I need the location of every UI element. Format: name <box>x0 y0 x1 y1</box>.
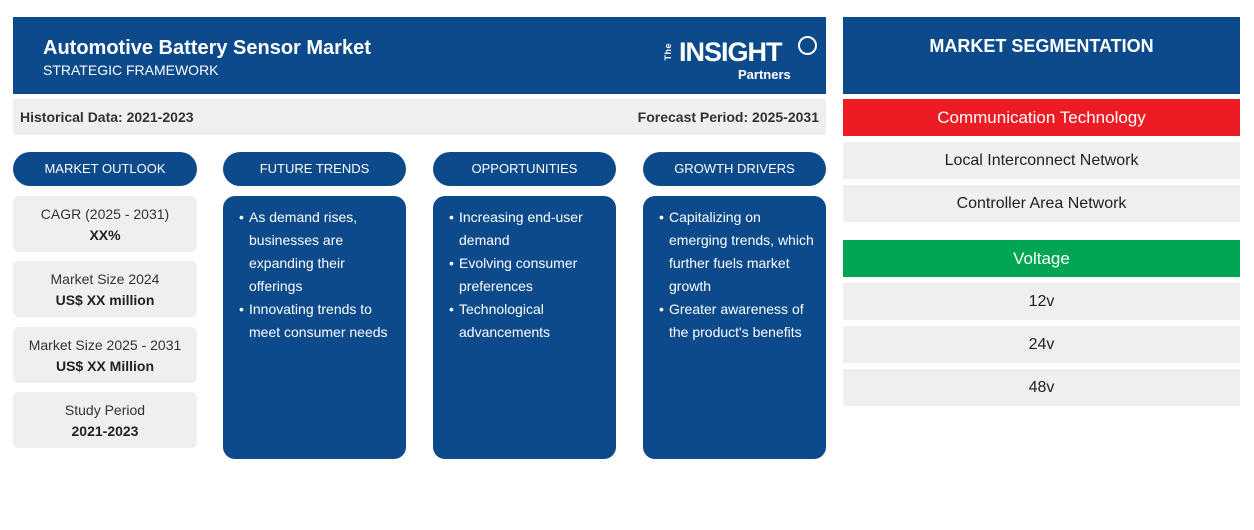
list-item: Increasing end-user demand <box>449 206 606 252</box>
list-item: Technological advancements <box>449 298 606 344</box>
stat-label: CAGR (2025 - 2031) <box>40 206 170 222</box>
outlook-market-size-2024: Market Size 2024 US$ XX million <box>13 261 197 317</box>
stat-label: Market Size 2024 <box>50 271 160 287</box>
report-title: Automotive Battery Sensor Market <box>43 37 371 59</box>
outlook-study-period: Study Period 2021-2023 <box>13 392 197 448</box>
segment-item: Controller Area Network <box>843 185 1240 222</box>
logo-insight: INSIGHT <box>679 37 783 67</box>
future-trends-pill: FUTURE TRENDS <box>223 152 406 186</box>
stat-value: 2021-2023 <box>71 423 139 439</box>
stat-value: US$ XX Million <box>55 358 154 374</box>
stat-value: US$ XX million <box>55 292 155 308</box>
growth-drivers-card: Capitalizing on emerging trends, which f… <box>643 196 826 459</box>
growth-drivers-pill: GROWTH DRIVERS <box>643 152 826 186</box>
logo-partners: Partners <box>738 67 791 82</box>
outlook-market-size-forecast: Market Size 2025 - 2031 US$ XX Million <box>13 327 197 383</box>
insight-partners-logo: The INSIGHT Partners <box>663 33 817 83</box>
segment-item: 24v <box>843 326 1240 363</box>
segment-item: Local Interconnect Network <box>843 142 1240 179</box>
opportunities-card: Increasing end-user demand Evolving cons… <box>433 196 616 459</box>
list-item: Greater awareness of the product's benef… <box>659 298 816 344</box>
future-trends-card: As demand rises, businesses are expandin… <box>223 196 406 459</box>
historical-period: Historical Data: 2021-2023 <box>20 109 194 125</box>
list-item: Capitalizing on emerging trends, which f… <box>659 206 816 298</box>
stat-label: Market Size 2025 - 2031 <box>28 337 182 353</box>
opportunities-pill: OPPORTUNITIES <box>433 152 616 186</box>
list-item: As demand rises, businesses are expandin… <box>239 206 396 298</box>
segment-item: 48v <box>843 369 1240 406</box>
segment-category-voltage: Voltage <box>843 240 1240 277</box>
outlook-cagr: CAGR (2025 - 2031) XX% <box>13 196 197 252</box>
logo-ring-icon <box>798 36 817 55</box>
list-item: Evolving consumer preferences <box>449 252 606 298</box>
logo-the: The <box>663 43 673 61</box>
stat-value: XX% <box>89 227 121 243</box>
list-item: Innovating trends to meet consumer needs <box>239 298 396 344</box>
segmentation-title: MARKET SEGMENTATION <box>843 17 1240 94</box>
segment-item: 12v <box>843 283 1240 320</box>
stat-label: Study Period <box>64 402 146 418</box>
report-subtitle: STRATEGIC FRAMEWORK <box>43 62 219 78</box>
market-outlook-pill: MARKET OUTLOOK <box>13 152 197 186</box>
period-bar: Historical Data: 2021-2023 Forecast Peri… <box>13 99 826 135</box>
report-header: Automotive Battery Sensor Market STRATEG… <box>13 17 826 94</box>
segment-category-communication: Communication Technology <box>843 99 1240 136</box>
forecast-period: Forecast Period: 2025-2031 <box>637 109 819 125</box>
